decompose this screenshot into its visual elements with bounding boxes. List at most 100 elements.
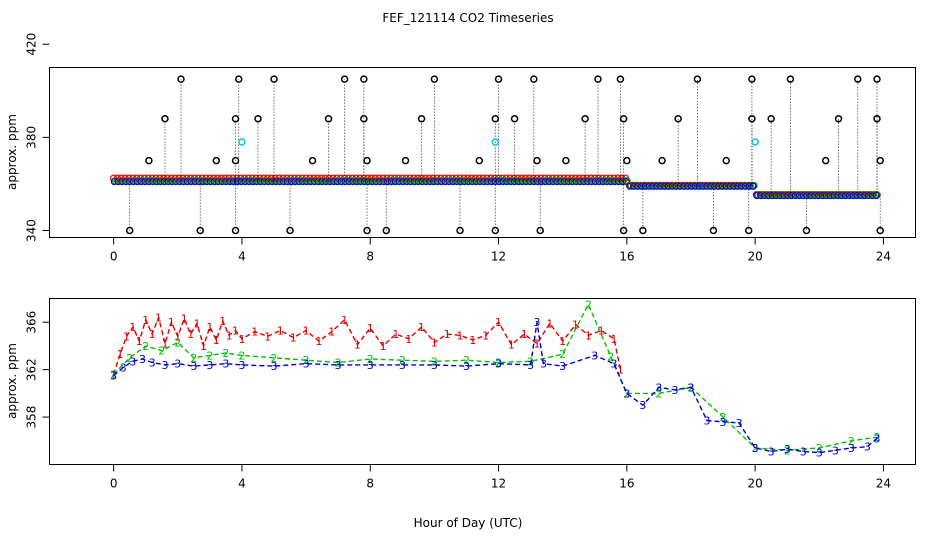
series-1-marker: 1 [161,338,168,351]
y-tick-label: 420 [25,33,39,56]
panel-top: approx. ppm 0 4 8 12 16 20 24 340 380 420 [5,33,916,264]
y-tick-label: 340 [25,219,39,242]
series-3-marker: 3 [495,358,502,371]
panel-top-data [110,75,884,235]
chart-title: FEF_121114 CO2 Timeseries [382,11,553,25]
x-tick-label: 12 [491,477,506,491]
series-1-marker: 1 [617,364,624,377]
series-3-marker: 3 [190,360,197,373]
outlier-point [581,114,589,123]
series-3-point [672,182,680,190]
outlier-point [324,114,333,123]
series-3-marker: 3 [623,387,630,400]
series-1-marker: 1 [181,313,188,326]
series-3-marker: 3 [874,432,881,445]
series-3-point [738,182,746,190]
series-3-point [745,182,753,190]
outlier-point [693,75,702,83]
cyan-point [238,138,246,146]
x-axis-label: Hour of Day (UTC) [414,516,523,530]
series-3-point [711,182,719,190]
outlier-point [475,156,484,165]
outlier-point [382,226,391,235]
series-2-marker: 2 [126,352,133,365]
outlier-point [231,114,240,123]
outlier-point [619,114,628,123]
series-1-marker: 1 [219,315,226,328]
series-3-marker: 3 [720,416,727,429]
series-2-marker: 2 [848,435,855,448]
series-2-marker: 2 [431,355,438,368]
series-1-marker: 1 [200,340,207,353]
series-2-marker: 2 [271,352,278,365]
series-3-point [784,191,792,200]
series-3-marker: 3 [784,443,791,456]
outlier-point [494,75,503,83]
outlier-point [873,75,881,83]
series-3-marker: 3 [120,361,127,374]
outlier-point [533,156,541,165]
series-3-point [714,182,723,190]
series-3-marker: 3 [129,355,136,368]
series-1-marker: 1 [598,325,605,338]
series-2-marker: 2 [463,354,470,367]
series-3-point [772,191,780,200]
series-3-marker: 3 [736,417,743,430]
outlier-point [430,75,439,83]
panel-top-yticks: 340 380 420 [25,33,50,242]
series-2-marker: 2 [752,442,759,455]
outlier-point [456,226,464,235]
series-1-marker: 1 [194,317,201,330]
outlier-point [510,114,519,123]
outlier-point [619,226,628,235]
series-2-marker: 2 [190,352,197,365]
series-3-marker: 3 [655,381,662,394]
outlier-point [767,114,775,123]
outlier-point [536,226,544,235]
panel-bottom-ylabel: approx. ppm [5,343,19,419]
series-3-marker: 3 [864,441,871,454]
series-3-marker: 3 [848,442,855,455]
series-2-marker: 2 [655,387,662,400]
series-3-point [637,182,646,190]
series-3-marker: 3 [534,316,541,329]
series-3-point [853,191,861,200]
series-3-marker: 3 [527,359,534,372]
series-1-marker: 1 [354,339,361,352]
series-1-marker: 1 [129,321,136,334]
outlier-point [616,75,625,83]
series-3-point [664,182,673,190]
series-1-marker: 1 [213,334,220,347]
series-3-point [776,191,784,200]
series-1-marker: 1 [187,328,194,341]
outlier-point [876,156,884,165]
series-2-marker: 2 [303,354,310,367]
series-3-point [861,191,869,200]
series-2-marker: 2 [623,387,630,400]
series-3-marker: 3 [206,359,213,372]
series-3-marker: 3 [687,381,694,394]
panel-bottom-xticks: 0 4 8 12 16 20 24 [110,464,891,491]
x-tick-label: 20 [747,250,762,264]
series-3-marker: 3 [611,358,618,371]
series-3-point [668,182,676,190]
series-3-point [626,182,634,190]
outlier-point [340,75,349,83]
series-3-point [684,182,692,190]
series-3-point [768,191,777,200]
series-1-marker: 1 [142,314,149,327]
series-3-point [834,191,842,200]
series-3-point [826,191,834,200]
panel-bottom-yticks: 358 362 366 [25,311,50,429]
outlier-point [417,114,426,123]
series-1-marker: 1 [155,311,162,324]
series-3-marker: 3 [816,447,823,460]
series-3-point [734,182,742,190]
outlier-point [145,156,153,165]
series-3-marker: 3 [367,359,374,372]
series-3-point [645,182,653,190]
series-1-marker: 1 [572,319,579,332]
outlier-point [744,226,753,235]
